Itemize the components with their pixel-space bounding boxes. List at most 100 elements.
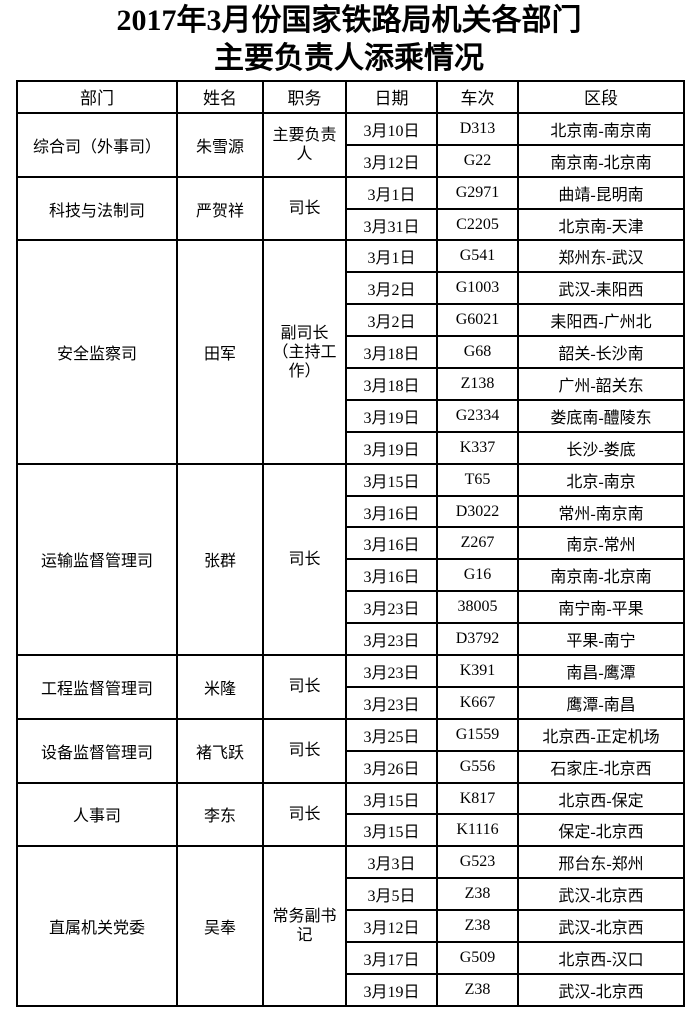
segment-cell: 保定-北京西: [517, 813, 685, 848]
train-cell: G1559: [436, 717, 519, 752]
department-cell: 人事司: [16, 781, 178, 848]
table-row: 人事司 李东 司长 3月15日 K817 北京西-保定: [16, 781, 685, 848]
header-name: 姓名: [176, 80, 264, 114]
date-cell: 3月18日: [345, 335, 438, 370]
name-cell: 米隆: [176, 654, 264, 720]
table-row: 3月17日 G509 北京西-汉口: [17, 941, 685, 975]
table-row: 3月19日 Z38 武汉-北京西: [17, 972, 685, 1007]
date-cell: 3月2日: [345, 303, 438, 338]
table-row: 3月12日 G22 南京南-北京南: [17, 143, 685, 178]
name-cell: 褚飞跃: [176, 717, 264, 784]
date-cell: 3月25日: [345, 717, 438, 752]
department-cell: 科技与法制司: [16, 175, 178, 242]
segment-cell: 韶关-长沙南: [517, 335, 685, 370]
table-row: 3月19日 G2334 娄底南-醴陵东: [17, 398, 685, 433]
position-cell: 常务副书记: [262, 845, 347, 1007]
train-cell: G1003: [436, 271, 519, 306]
table-body: 综合司（外事司） 朱雪源 主要负责人 3月10日 D313 北京南-南京南 3月12日 G22…: [16, 111, 685, 1007]
segment-cell: 娄底南-醴陵东: [517, 398, 685, 433]
segment-cell: 邢台东-郑州: [517, 845, 685, 880]
trips-table: 部门 姓名 职务 日期 车次 区段 综合司（外事司） 朱雪源 主要负责人 3月10日 D…: [16, 80, 685, 1007]
date-cell: 3月19日: [345, 430, 438, 465]
train-cell: Z38: [436, 877, 519, 912]
date-cell: 3月23日: [345, 654, 438, 688]
date-cell: 3月10日: [345, 111, 438, 146]
page-title: 2017年3月份国家铁路局机关各部门 主要负责人添乘情况: [0, 0, 698, 78]
table-header: 部门 姓名 职务 日期 车次 区段: [16, 80, 685, 114]
segment-cell: 北京西-汉口: [517, 941, 685, 975]
segment-cell: 北京南-天津: [517, 207, 685, 242]
train-cell: D3022: [436, 494, 519, 529]
segment-cell: 郑州东-武汉: [517, 239, 685, 274]
segment-cell: 北京西-正定机场: [517, 717, 685, 752]
table-row: 3月31日 C2205 北京南-天津: [17, 207, 685, 242]
page-title-line2: 主要负责人添乘情况: [214, 42, 484, 75]
table-row: 科技与法制司 严贺祥 司长 3月1日 G2971 曲靖-昆明南: [16, 175, 685, 242]
table-row: 3月12日 Z38 武汉-北京西: [17, 909, 685, 944]
date-cell: 3月15日: [345, 813, 438, 848]
segment-cell: 南宁南-平果: [517, 590, 685, 625]
table-row: 3月26日 G556 石家庄-北京西: [17, 749, 685, 784]
table-row: 3月15日 K1116 保定-北京西: [17, 813, 685, 848]
table-row: 3月16日 D3022 常州-南京南: [17, 494, 685, 529]
date-cell: 3月3日: [345, 845, 438, 880]
segment-cell: 北京西-保定: [517, 781, 685, 816]
date-cell: 3月15日: [345, 462, 438, 497]
name-cell: 朱雪源: [176, 111, 264, 178]
date-cell: 3月16日: [345, 558, 438, 593]
position-cell: 司长: [262, 654, 347, 720]
segment-cell: 长沙-娄底: [517, 430, 685, 465]
train-cell: Z38: [436, 909, 519, 944]
position-cell: 司长: [262, 781, 347, 848]
date-cell: 3月16日: [345, 494, 438, 529]
train-cell: D313: [436, 111, 519, 146]
date-cell: 3月1日: [345, 239, 438, 274]
position-cell: 副司长（主持工作）: [262, 239, 347, 465]
table-row: 设备监督管理司 褚飞跃 司长 3月25日 G1559 北京西-正定机场: [16, 717, 685, 784]
position-cell: 司长: [262, 717, 347, 784]
date-cell: 3月23日: [345, 590, 438, 625]
table-row: 3月2日 G6021 耒阳西-广州北: [17, 303, 685, 338]
segment-cell: 南京-常州: [517, 526, 685, 561]
segment-cell: 武汉-北京西: [517, 909, 685, 944]
position-cell: 主要负责人: [262, 111, 347, 178]
segment-cell: 鹰潭-南昌: [517, 685, 685, 720]
train-cell: K1116: [436, 813, 519, 848]
segment-cell: 武汉-北京西: [517, 877, 685, 912]
name-cell: 张群: [176, 462, 264, 657]
date-cell: 3月1日: [345, 175, 438, 210]
segment-cell: 耒阳西-广州北: [517, 303, 685, 338]
header-row: 部门 姓名 职务 日期 车次 区段: [16, 80, 685, 114]
page-title-line1: 2017年3月份国家铁路局机关各部门: [116, 4, 582, 37]
table-row: 安全监察司 田军 副司长（主持工作） 3月1日 G541 郑州东-武汉: [16, 239, 685, 465]
train-cell: D3792: [436, 622, 519, 657]
date-cell: 3月31日: [345, 207, 438, 242]
date-cell: 3月23日: [345, 622, 438, 657]
segment-cell: 常州-南京南: [517, 494, 685, 529]
header-date: 日期: [345, 80, 438, 114]
date-cell: 3月5日: [345, 877, 438, 912]
train-cell: K337: [436, 430, 519, 465]
table-row: 3月16日 G16 南京南-北京南: [17, 558, 685, 593]
train-cell: G523: [436, 845, 519, 880]
table-row: 3月23日 38005 南宁南-平果: [17, 590, 685, 625]
department-cell: 运输监督管理司: [16, 462, 178, 657]
department-cell: 直属机关党委: [16, 845, 178, 1007]
table-row: 3月23日 D3792 平果-南宁: [17, 622, 685, 657]
date-cell: 3月23日: [345, 685, 438, 720]
segment-cell: 武汉-北京西: [517, 972, 685, 1007]
table-row: 工程监督管理司 米隆 司长 3月23日 K391 南昌-鹰潭: [16, 654, 685, 720]
train-cell: G509: [436, 941, 519, 975]
segment-cell: 平果-南宁: [517, 622, 685, 657]
name-cell: 吴奉: [176, 845, 264, 1007]
segment-cell: 北京-南京: [517, 462, 685, 497]
train-cell: G6021: [436, 303, 519, 338]
train-cell: Z267: [436, 526, 519, 561]
train-cell: G68: [436, 335, 519, 370]
segment-cell: 南京南-北京南: [517, 143, 685, 178]
department-cell: 工程监督管理司: [16, 654, 178, 720]
segment-cell: 曲靖-昆明南: [517, 175, 685, 210]
table-row: 综合司（外事司） 朱雪源 主要负责人 3月10日 D313 北京南-南京南: [16, 111, 685, 178]
date-cell: 3月12日: [345, 909, 438, 944]
